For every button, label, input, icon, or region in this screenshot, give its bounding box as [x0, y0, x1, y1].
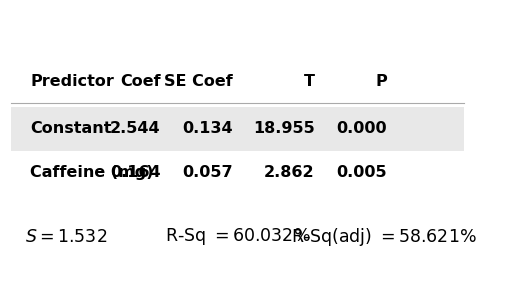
Text: Constant: Constant [30, 121, 112, 136]
FancyBboxPatch shape [11, 107, 464, 151]
Text: SE Coef: SE Coef [164, 74, 233, 89]
Text: Predictor: Predictor [30, 74, 114, 89]
Text: T: T [304, 74, 315, 89]
Text: 0.134: 0.134 [182, 121, 233, 136]
Text: R-Sq(adj) $= 58.621\%$: R-Sq(adj) $= 58.621\%$ [291, 226, 477, 248]
Text: 0.164: 0.164 [110, 165, 161, 180]
Text: Caffeine (mg): Caffeine (mg) [30, 165, 154, 180]
Text: 0.000: 0.000 [336, 121, 387, 136]
Text: 2.862: 2.862 [264, 165, 315, 180]
Text: 0.057: 0.057 [182, 165, 233, 180]
Text: 2.544: 2.544 [110, 121, 161, 136]
Text: R-Sq $= 60.032\%$: R-Sq $= 60.032\%$ [165, 226, 311, 247]
Text: P: P [375, 74, 387, 89]
Text: 0.005: 0.005 [336, 165, 387, 180]
Text: Coef: Coef [120, 74, 161, 89]
Text: $S = 1.532$: $S = 1.532$ [26, 228, 108, 246]
Text: 18.955: 18.955 [253, 121, 315, 136]
